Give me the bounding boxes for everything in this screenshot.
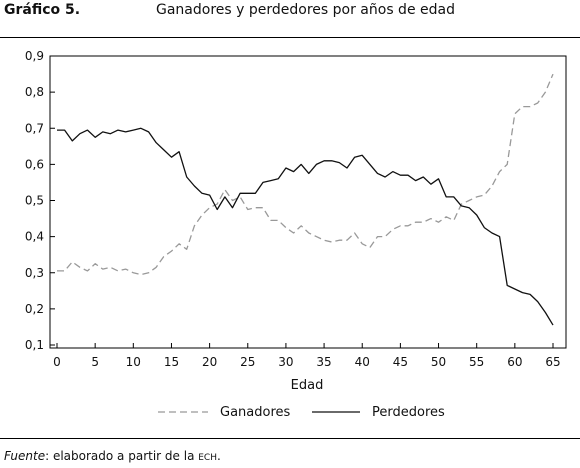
y-tick-label: 0,4 xyxy=(25,230,44,244)
x-tick-label: 60 xyxy=(507,355,522,369)
x-tick-label: 30 xyxy=(278,355,293,369)
figure-title: Ganadores y perdedores por años de edad xyxy=(156,2,455,18)
y-tick-label: 0,1 xyxy=(25,338,44,352)
legend-label-ganadores: Ganadores xyxy=(220,405,291,420)
source-text: : elaborado a partir de la xyxy=(45,449,199,463)
source-label: Fuente xyxy=(4,449,46,463)
bottom-rule xyxy=(0,438,580,439)
series-line-ganadores xyxy=(57,73,554,276)
x-tick-label: 5 xyxy=(91,355,99,369)
line-chart: 0,1 0,2 0,3 0,4 0,5 0,6 0,7 0,8 0,9 0 5 10 15 20 25 30… xyxy=(25,49,567,420)
x-tick-label: 25 xyxy=(240,355,255,369)
top-rule xyxy=(0,37,580,38)
source-end: . xyxy=(216,449,221,463)
y-tick-label: 0,9 xyxy=(25,49,44,63)
x-tick-label: 65 xyxy=(545,355,560,369)
x-tick-label: 20 xyxy=(202,355,217,369)
y-tick-label: 0,8 xyxy=(25,85,44,99)
legend: Ganadores Perdedores xyxy=(158,405,445,420)
x-tick-label: 35 xyxy=(316,355,331,369)
series-line-perdedores xyxy=(57,127,554,326)
y-tick-label: 0,3 xyxy=(25,266,44,280)
y-tick-label: 0,2 xyxy=(25,302,44,316)
y-tick-label: 0,6 xyxy=(25,157,44,171)
y-tick-label: 0,7 xyxy=(25,121,44,135)
x-tick-label: 50 xyxy=(431,355,446,369)
x-axis: 0 5 10 15 20 25 30 35 40 45 50 55 60 65 xyxy=(53,343,561,369)
y-tick-label: 0,5 xyxy=(25,194,44,208)
x-tick-label: 15 xyxy=(164,355,179,369)
source-note: Fuente: elaborado a partir de la ECH. xyxy=(4,449,221,463)
plot-frame xyxy=(49,55,567,349)
x-tick-label: 10 xyxy=(126,355,141,369)
legend-label-perdedores: Perdedores xyxy=(372,405,445,420)
x-tick-label: 55 xyxy=(469,355,484,369)
x-tick-label: 0 xyxy=(53,355,61,369)
x-tick-label: 45 xyxy=(393,355,408,369)
source-abbrev: ECH xyxy=(198,453,217,463)
x-axis-label: Edad xyxy=(291,378,324,393)
series-layer xyxy=(57,73,554,326)
y-axis: 0,1 0,2 0,3 0,4 0,5 0,6 0,7 0,8 0,9 xyxy=(25,49,55,352)
figure-label: Gráfico 5. xyxy=(4,2,81,18)
x-tick-label: 40 xyxy=(355,355,370,369)
